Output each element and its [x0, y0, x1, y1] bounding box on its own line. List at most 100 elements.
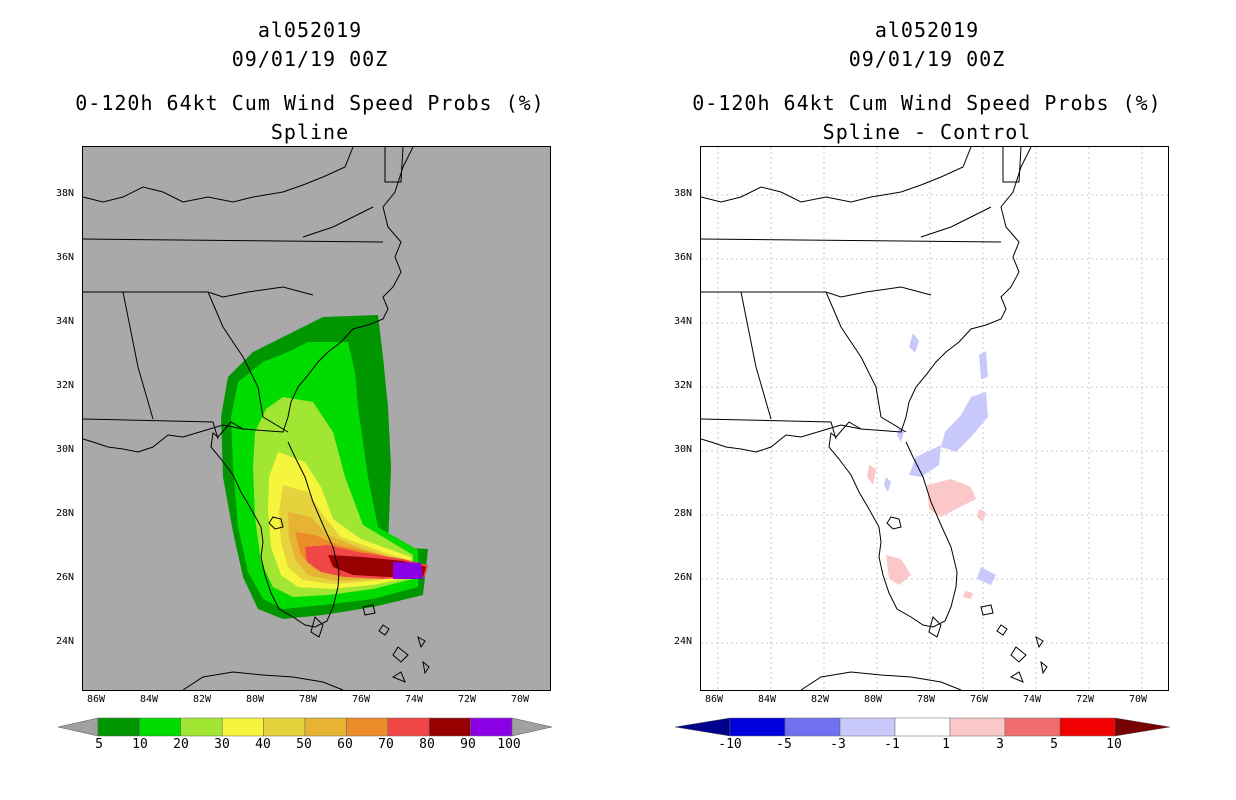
colorbar-label: -10 [718, 737, 742, 752]
coastline [310, 616, 324, 638]
lon-label: 86W [86, 694, 106, 705]
lon-label: 70W [510, 694, 530, 705]
right-colorbar [675, 717, 1171, 737]
lat-label: 32N [673, 380, 692, 391]
colorbar-swatch [949, 717, 1006, 737]
colorbar-label: 3 [996, 737, 1004, 752]
diff-negative-patch [977, 567, 996, 585]
colorbar-label: 20 [173, 737, 189, 752]
colorbar-swatch [97, 717, 140, 737]
coastline [886, 516, 902, 530]
coastline [928, 616, 942, 638]
coastline [422, 660, 430, 675]
left-map-svg [83, 147, 430, 690]
coastline [701, 238, 1002, 243]
colorbar-label: 100 [497, 737, 521, 752]
colorbar-swatch [139, 717, 182, 737]
coastline [207, 291, 289, 433]
lon-label: 76W [969, 694, 989, 705]
colorbar-boxes [97, 717, 513, 737]
lon-label: 82W [810, 694, 830, 705]
lon-label: 78W [298, 694, 318, 705]
colorbar-swatch [346, 717, 389, 737]
colorbar-over-triangle [1114, 717, 1171, 737]
lon-label: 82W [192, 694, 212, 705]
lon-label: 84W [757, 694, 777, 705]
lat-label: 34N [55, 316, 74, 327]
coastline [268, 516, 284, 530]
colorbar-over-triangle [511, 717, 553, 737]
colorbar-label: 60 [337, 737, 353, 752]
diff-negative-patch [909, 445, 941, 477]
colorbar-label: 5 [1050, 737, 1058, 752]
colorbar-swatch [784, 717, 841, 737]
lon-label: 72W [457, 694, 477, 705]
colorbar-swatch [839, 717, 896, 737]
coastline [362, 604, 376, 616]
coastline [378, 624, 390, 636]
coastline [701, 424, 862, 453]
coastline [417, 635, 426, 649]
coastline [122, 291, 154, 420]
coastline [701, 286, 932, 298]
coastline [391, 671, 406, 683]
coastline [996, 624, 1008, 636]
colorbar-label: 10 [132, 737, 148, 752]
coastline [302, 206, 374, 238]
colorbar-swatch [1004, 717, 1061, 737]
coastline [83, 424, 244, 453]
colorbar-swatch [304, 717, 347, 737]
coastline [800, 671, 962, 690]
left-title-product: 0-120h 64kt Cum Wind Speed Probs (%) [75, 91, 545, 115]
lon-label: 78W [916, 694, 936, 705]
colorbar-label: 1 [942, 737, 950, 752]
coastline [392, 646, 409, 663]
lat-label: 32N [55, 380, 74, 391]
diff-negative-patch [941, 392, 988, 452]
prob-contour-90 [393, 562, 423, 579]
left-title-method: Spline [270, 120, 350, 144]
colorbar-swatch [221, 717, 264, 737]
diff-positive-patch [963, 591, 973, 599]
coastline [182, 671, 344, 690]
lon-label: 74W [1022, 694, 1042, 705]
lon-label: 76W [351, 694, 371, 705]
right-map-panel [700, 146, 1169, 691]
lat-label: 38N [673, 188, 692, 199]
colorbar-label: -5 [776, 737, 792, 752]
lon-label: 80W [245, 694, 265, 705]
left-title-storm-id: al052019 [257, 18, 363, 42]
coastline-group [701, 147, 1048, 690]
diff-negative-patch [884, 477, 891, 492]
lat-label: 24N [673, 636, 692, 647]
coastline [210, 147, 414, 628]
coastline [83, 147, 354, 203]
coastline [83, 286, 314, 298]
colorbar-swatch [729, 717, 786, 737]
coastline [384, 147, 404, 183]
right-title-datetime: 09/01/19 00Z [848, 47, 1006, 71]
coastline [828, 147, 1032, 628]
colorbar-label: -1 [884, 737, 900, 752]
right-map-svg [701, 147, 1168, 690]
coastline [920, 206, 992, 238]
lat-label: 36N [673, 252, 692, 263]
coastline [83, 418, 219, 440]
lat-label: 26N [673, 572, 692, 583]
colorbar-label: 70 [378, 737, 394, 752]
lon-label: 70W [1128, 694, 1148, 705]
colorbar-swatch [263, 717, 306, 737]
colorbar-swatch [1059, 717, 1116, 737]
coastline [701, 147, 972, 203]
lat-label: 34N [673, 316, 692, 327]
right-title-product: 0-120h 64kt Cum Wind Speed Probs (%) [692, 91, 1162, 115]
lat-label: 30N [673, 444, 692, 455]
colorbar-boxes [729, 717, 1116, 737]
coastline [1002, 147, 1022, 183]
colorbar-label: 10 [1106, 737, 1122, 752]
colorbar-under-triangle [675, 717, 731, 737]
lon-label: 74W [404, 694, 424, 705]
right-title-method: Spline - Control [822, 120, 1032, 144]
colorbar-label: 50 [296, 737, 312, 752]
right-title-storm-id: al052019 [874, 18, 980, 42]
